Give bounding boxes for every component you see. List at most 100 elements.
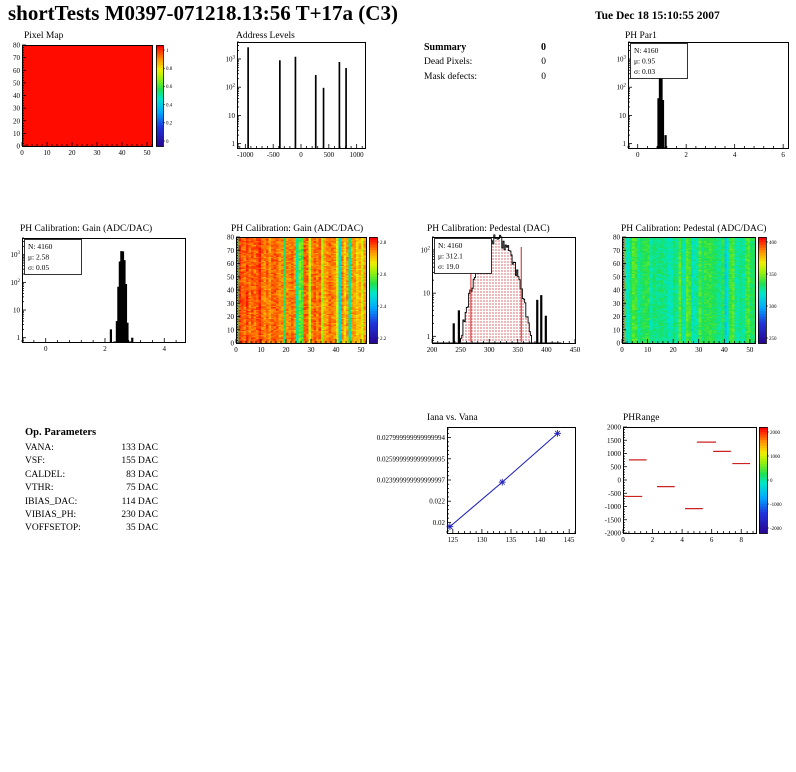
svg-text:1000: 1000 <box>770 455 781 460</box>
svg-text:10: 10 <box>44 149 52 157</box>
svg-text:-1000: -1000 <box>770 503 782 508</box>
svg-text:60: 60 <box>227 260 235 268</box>
svg-text:10: 10 <box>258 346 266 354</box>
svg-text:300: 300 <box>484 346 495 354</box>
svg-text:130: 130 <box>477 536 488 544</box>
svg-text:2000: 2000 <box>607 424 622 432</box>
svg-text:0.8: 0.8 <box>166 67 173 72</box>
op-param-row: VTHR: 75 DAC <box>25 482 158 495</box>
chart-title-pixel-map: Pixel Map <box>24 31 64 41</box>
svg-text:-1500: -1500 <box>605 516 622 524</box>
svg-text:50: 50 <box>13 79 21 87</box>
summary-header-row: Summary 0 <box>424 40 546 55</box>
svg-text:1000: 1000 <box>607 450 622 458</box>
svg-text:4: 4 <box>680 536 684 544</box>
svg-text:50: 50 <box>358 346 366 354</box>
svg-text:102: 102 <box>421 246 431 254</box>
op-param-value: 230 DAC <box>121 510 158 521</box>
svg-text:N: 4160: N: 4160 <box>634 46 659 55</box>
op-param-value: 75 DAC <box>126 483 158 494</box>
svg-text:40: 40 <box>721 346 729 354</box>
svg-text:-1000: -1000 <box>237 151 254 159</box>
svg-text:50: 50 <box>144 149 152 157</box>
svg-text:1: 1 <box>427 333 431 341</box>
chart-title-iana-vs-vana: Iana vs. Vana <box>427 413 478 423</box>
op-param-label: VSF: <box>25 456 46 467</box>
svg-text:0: 0 <box>166 140 169 145</box>
svg-text:0.2: 0.2 <box>166 122 173 127</box>
summary-row-label: Mask defects: <box>424 72 478 82</box>
svg-text:10: 10 <box>423 290 431 298</box>
svg-text:1: 1 <box>17 334 21 342</box>
svg-text:0: 0 <box>636 151 640 159</box>
svg-text:102: 102 <box>226 84 236 92</box>
summary-block: Summary 0 Dead Pixels: 0 Mask defects: 0 <box>424 40 546 85</box>
svg-text:50: 50 <box>227 273 235 281</box>
svg-text:0: 0 <box>299 151 303 159</box>
svg-text:0.4: 0.4 <box>166 103 173 108</box>
pixel-map-heatmap <box>22 45 152 146</box>
svg-text:30: 30 <box>227 300 235 308</box>
svg-text:102: 102 <box>11 279 21 287</box>
page-date: Tue Dec 18 15:10:55 2007 <box>595 10 720 22</box>
op-parameters-title: Op. Parameters <box>25 427 97 438</box>
svg-text:103: 103 <box>11 251 21 259</box>
svg-text:1: 1 <box>623 140 627 148</box>
svg-text:2: 2 <box>651 536 655 544</box>
gain-map-heatmap <box>236 237 366 343</box>
chart-title-ph-range: PHRange <box>623 413 660 423</box>
svg-text:0.02: 0.02 <box>433 519 446 527</box>
svg-text:30: 30 <box>613 300 621 308</box>
op-param-label: VTHR: <box>25 483 54 494</box>
svg-text:10: 10 <box>13 130 21 138</box>
pedestal-map-heatmap <box>622 237 755 343</box>
svg-text:2.8: 2.8 <box>380 241 387 246</box>
svg-text:10: 10 <box>613 326 621 334</box>
svg-text:60: 60 <box>13 67 21 75</box>
svg-text:0: 0 <box>234 346 238 354</box>
svg-text:450: 450 <box>570 346 581 354</box>
svg-text:250: 250 <box>769 337 777 342</box>
svg-text:20: 20 <box>283 346 291 354</box>
svg-text:200: 200 <box>427 346 438 354</box>
chart-title-pedestal-hist: PH Calibration: Pedestal (DAC) <box>427 224 550 234</box>
svg-text:4: 4 <box>163 345 167 353</box>
svg-text:N: 4160: N: 4160 <box>438 241 463 250</box>
svg-text:6: 6 <box>710 536 714 544</box>
op-param-label: VOFFSETOP: <box>25 523 81 534</box>
summary-row: Mask defects: 0 <box>424 70 546 85</box>
svg-text:70: 70 <box>227 247 235 255</box>
svg-text:μ: 0.95: μ: 0.95 <box>634 57 655 66</box>
svg-text:N: 4160: N: 4160 <box>28 242 53 251</box>
op-param-value: 83 DAC <box>126 469 158 480</box>
op-param-row: CALDEL: 83 DAC <box>25 469 158 482</box>
svg-text:μ: 312.1: μ: 312.1 <box>438 252 463 261</box>
svg-text:50: 50 <box>613 273 621 281</box>
svg-text:1: 1 <box>232 140 236 148</box>
op-param-value: 155 DAC <box>121 456 158 467</box>
svg-text:μ: 2.58: μ: 2.58 <box>28 253 49 262</box>
svg-text:40: 40 <box>13 92 21 100</box>
svg-text:0: 0 <box>618 477 622 485</box>
svg-text:0: 0 <box>231 340 235 348</box>
svg-text:2.6: 2.6 <box>380 273 387 278</box>
op-param-row: VIBIAS_PH: 230 DAC <box>25 509 158 522</box>
svg-text:500: 500 <box>611 463 622 471</box>
chart-title-pedestal-map: PH Calibration: Pedestal (ADC/DAC) <box>621 224 767 234</box>
svg-text:0.023999999999999997: 0.023999999999999997 <box>377 477 446 485</box>
svg-text:103: 103 <box>617 55 627 63</box>
svg-text:30: 30 <box>308 346 316 354</box>
op-param-row: IBIAS_DAC: 114 DAC <box>25 496 158 509</box>
svg-text:135: 135 <box>506 536 517 544</box>
svg-text:125: 125 <box>448 536 459 544</box>
svg-text:0.6: 0.6 <box>166 85 173 90</box>
svg-text:σ: 19.0: σ: 19.0 <box>438 262 459 271</box>
svg-text:-500: -500 <box>608 490 621 498</box>
svg-text:400: 400 <box>541 346 552 354</box>
svg-text:20: 20 <box>69 149 77 157</box>
svg-text:300: 300 <box>769 305 777 310</box>
svg-text:0: 0 <box>621 536 625 544</box>
svg-text:0: 0 <box>617 340 621 348</box>
svg-text:80: 80 <box>227 234 235 242</box>
svg-text:40: 40 <box>333 346 341 354</box>
